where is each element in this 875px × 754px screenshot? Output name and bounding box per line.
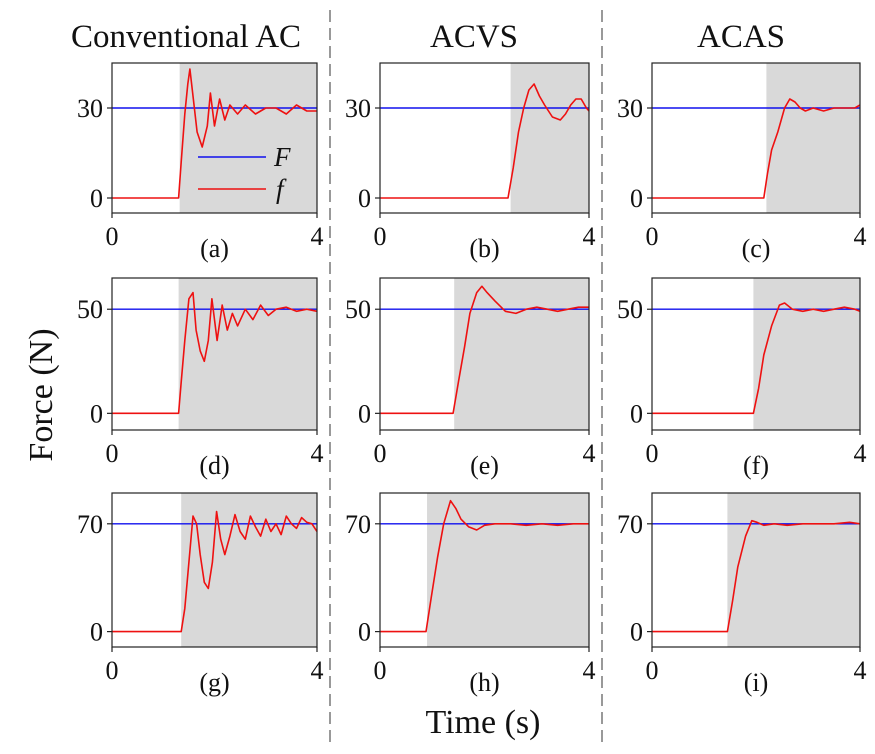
panel-d: 0 50 0 4 (d)	[77, 277, 324, 480]
panel-a-ytick-label: 30	[77, 94, 103, 123]
legend-label-f: f	[276, 174, 287, 204]
panel-b-xtick-label: 0	[374, 222, 387, 251]
panel-f-label: (f)	[743, 451, 769, 480]
panel-g-xtick-label: 4	[311, 656, 324, 685]
panel-e-xtick-label: 4	[583, 439, 596, 468]
y-axis-label: Force (N)	[23, 328, 60, 461]
panel-h-contact-region	[427, 493, 589, 647]
panel-i-series-measured-f	[652, 519, 861, 633]
column-title-acas: ACAS	[697, 19, 785, 55]
panel-f-series-measured-f	[652, 302, 861, 415]
panel-e-ytick-label: 0	[358, 399, 371, 428]
panel-g-ytick-label: 70	[77, 510, 103, 539]
panel-h-xtick-label: 0	[374, 656, 387, 685]
panel-a-label: (a)	[200, 234, 229, 263]
panel-a: 0 30 0 4 (a) Ff	[77, 62, 324, 263]
panel-d-ytick-label: 50	[77, 295, 103, 324]
panel-g-label: (g)	[199, 668, 229, 697]
panel-b-contact-region	[510, 63, 589, 213]
panel-h-xtick-label: 4	[583, 656, 596, 685]
panel-c-ytick-label: 30	[617, 94, 643, 123]
panel-i: 0 70 0 4 (i)	[617, 492, 867, 697]
panel-i-xtick-label: 4	[854, 656, 867, 685]
legend-label-F: F	[273, 142, 291, 172]
panel-g-ytick-label: 0	[90, 618, 103, 647]
panel-b-series-measured-f	[380, 83, 590, 199]
panel-h-ytick-label: 0	[358, 618, 371, 647]
panel-h-frame	[379, 492, 590, 648]
panel-h: 0 70 0 4 (h)	[345, 492, 596, 697]
panel-c-contact-region	[766, 63, 860, 213]
panel-e: 0 50 0 4 (e)	[345, 277, 596, 480]
panel-a-series-measured-f	[112, 68, 317, 199]
panel-c-series-measured-f	[652, 98, 861, 199]
panel-i-ytick-label: 0	[630, 618, 643, 647]
panel-c-label: (c)	[742, 234, 771, 263]
panel-b: 0 30 0 4 (b)	[345, 62, 596, 263]
panel-c: 0 30 0 4 (c)	[617, 62, 867, 263]
panel-a-frame	[111, 62, 318, 214]
panels: 0 30 0 4 (a) Ff 0 30 0 4 (b) 0 30 0 4 (c) 0 50 0 4 (d) 0 50 0 4 (…	[77, 62, 867, 697]
panel-h-series-measured-f	[380, 499, 589, 633]
panel-e-series-measured-f	[380, 285, 589, 415]
legend: Ff	[198, 142, 291, 204]
panel-i-xtick-label: 0	[646, 656, 659, 685]
panel-g: 0 70 0 4 (g)	[77, 492, 324, 697]
panel-i-frame	[651, 492, 861, 648]
panel-b-ytick-label: 30	[345, 94, 371, 123]
panel-b-label: (b)	[469, 234, 499, 263]
panel-e-frame	[379, 277, 590, 431]
panel-i-contact-region	[727, 493, 860, 647]
panel-c-xtick-label: 4	[854, 222, 867, 251]
panel-e-contact-region	[454, 278, 589, 430]
panel-a-xtick-label: 4	[311, 222, 324, 251]
panel-d-xtick-label: 4	[311, 439, 324, 468]
panel-d-label: (d)	[199, 451, 229, 480]
panel-b-xtick-label: 4	[583, 222, 596, 251]
panel-b-ytick-label: 0	[358, 184, 371, 213]
panel-e-xtick-label: 0	[374, 439, 387, 468]
column-title-acvs: ACVS	[430, 19, 518, 55]
panel-f-frame	[651, 277, 861, 431]
panel-b-frame	[379, 62, 590, 214]
panel-f-contact-region	[753, 278, 860, 430]
panel-d-xtick-label: 0	[106, 439, 119, 468]
panel-i-ytick-label: 70	[617, 510, 643, 539]
panel-c-xtick-label: 0	[646, 222, 659, 251]
panel-d-contact-region	[178, 278, 317, 430]
panel-c-ytick-label: 0	[630, 184, 643, 213]
panel-f-ytick-label: 50	[617, 295, 643, 324]
panel-g-xtick-label: 0	[106, 656, 119, 685]
panel-e-label: (e)	[470, 451, 499, 480]
panel-d-ytick-label: 0	[90, 399, 103, 428]
panel-d-series-measured-f	[112, 291, 318, 415]
panel-d-frame	[111, 277, 318, 431]
panel-h-ytick-label: 70	[345, 510, 371, 539]
panel-a-contact-region	[179, 63, 317, 213]
panel-g-frame	[111, 492, 318, 648]
panel-g-contact-region	[181, 493, 317, 647]
panel-i-label: (i)	[744, 668, 769, 697]
panel-a-ytick-label: 0	[90, 184, 103, 213]
panel-f-xtick-label: 4	[854, 439, 867, 468]
x-axis-label: Time (s)	[426, 704, 541, 741]
panel-e-ytick-label: 50	[345, 295, 371, 324]
panel-h-label: (h)	[469, 668, 499, 697]
panel-f: 0 50 0 4 (f)	[617, 277, 867, 480]
panel-f-ytick-label: 0	[630, 399, 643, 428]
column-title-conventional-ac: Conventional AC	[71, 19, 301, 55]
panel-c-frame	[651, 62, 861, 214]
panel-f-xtick-label: 0	[646, 439, 659, 468]
panel-a-xtick-label: 0	[106, 222, 119, 251]
panel-g-series-measured-f	[112, 510, 318, 633]
